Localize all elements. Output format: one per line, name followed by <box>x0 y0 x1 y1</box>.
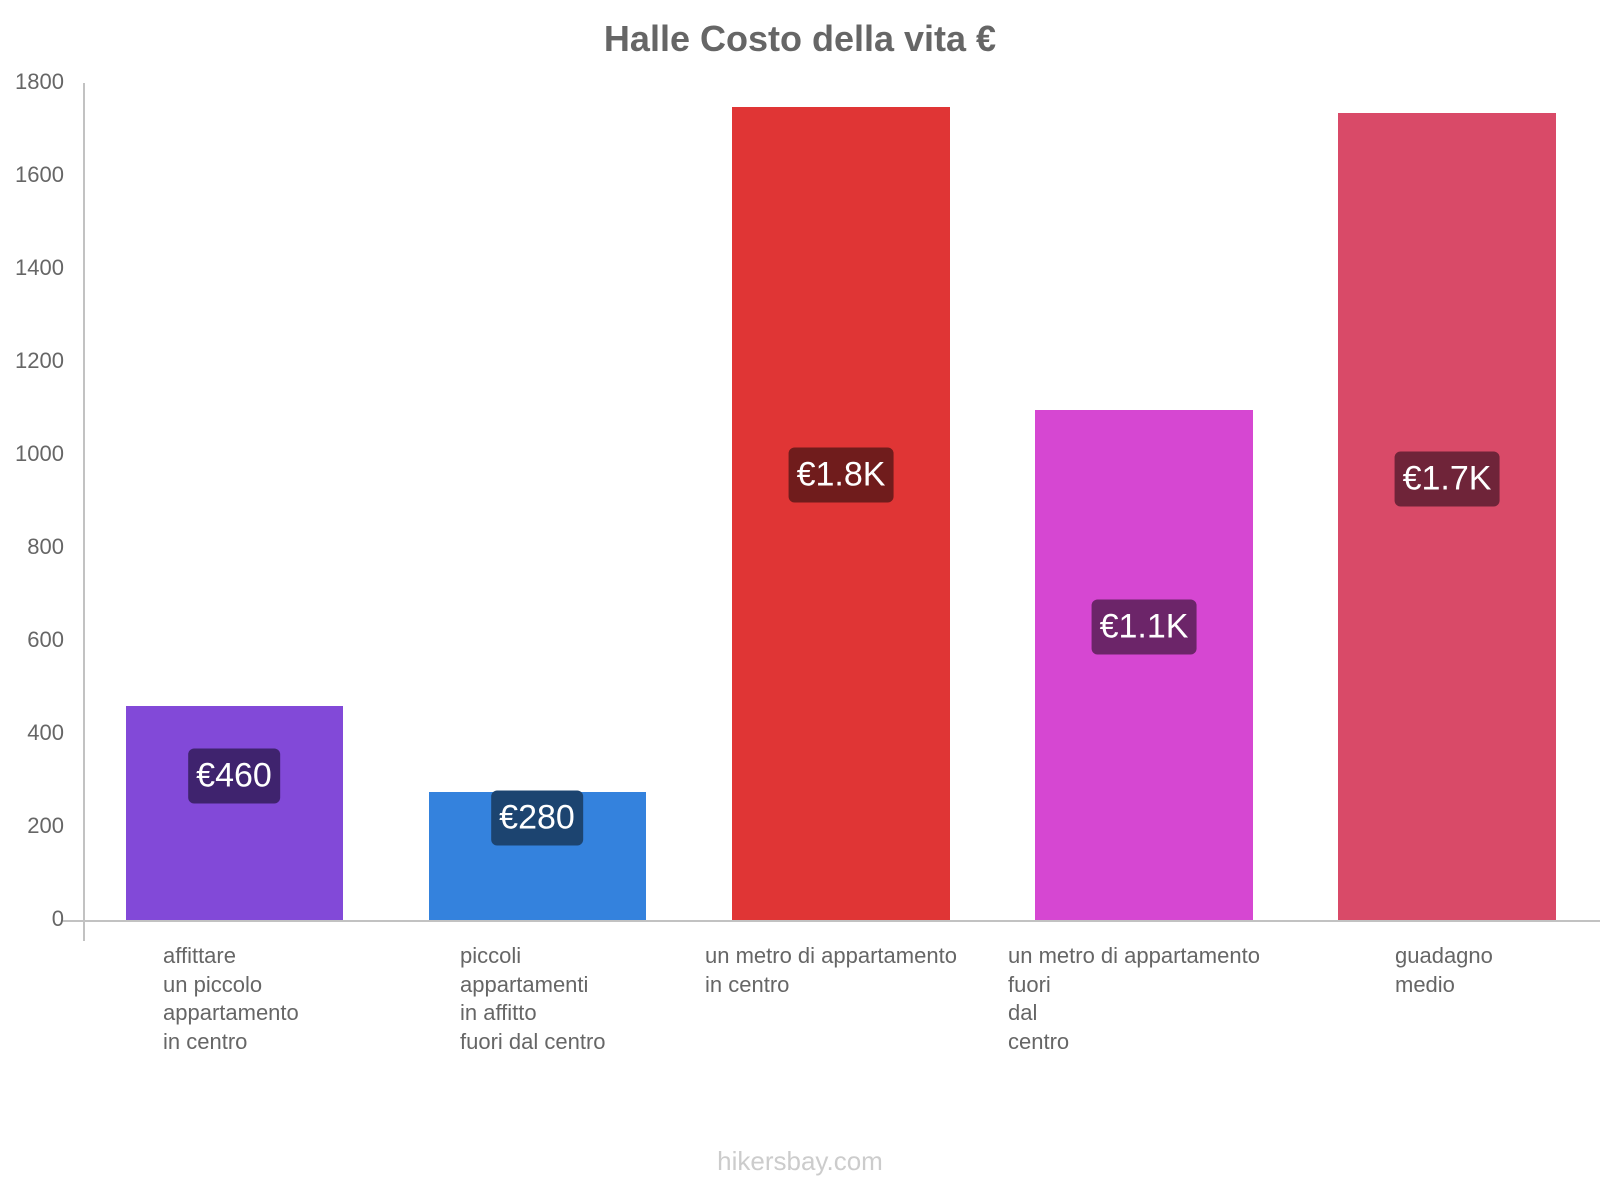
y-tick-800: 800 <box>27 534 64 559</box>
y-tick-1000: 1000 <box>15 441 64 466</box>
x-label-rent-small-outside: piccoli appartamenti in affitto fuori da… <box>460 943 606 1054</box>
x-axis-line <box>63 920 1600 922</box>
y-tick-1600: 1600 <box>15 162 64 187</box>
value-label-average-salary: €1.7K <box>1394 451 1500 507</box>
y-tick-200: 200 <box>27 813 64 838</box>
y-tick-0: 0 <box>51 906 64 931</box>
x-label-average-salary: guadagno medio <box>1395 943 1493 997</box>
bar-rent-small-center[interactable] <box>126 706 343 920</box>
y-axis-line <box>83 83 85 941</box>
footer-watermark: hikersbay.com <box>717 1146 883 1176</box>
chart-title: Halle Costo della vita € <box>603 18 997 59</box>
bar-average-salary[interactable] <box>1338 113 1556 920</box>
value-label-rent-small-outside: €280 <box>491 790 583 846</box>
y-tick-400: 400 <box>27 720 64 745</box>
x-label-sqm-outside: un metro di appartamento fuori dal centr… <box>1008 943 1260 1054</box>
y-tick-1800: 1800 <box>15 69 64 94</box>
value-label-sqm-outside: €1.1K <box>1091 599 1197 655</box>
bar-sqm-outside[interactable] <box>1035 410 1253 920</box>
y-tick-1200: 1200 <box>15 348 64 373</box>
bar-sqm-center[interactable] <box>732 107 950 920</box>
x-label-rent-small-center: affittare un piccolo appartamento in cen… <box>163 943 299 1054</box>
value-label-rent-small-center: €460 <box>188 748 280 804</box>
y-tick-600: 600 <box>27 627 64 652</box>
y-tick-1400: 1400 <box>15 255 64 280</box>
x-label-sqm-center: un metro di appartamento in centro <box>705 943 957 997</box>
value-label-sqm-center: €1.8K <box>788 447 894 503</box>
